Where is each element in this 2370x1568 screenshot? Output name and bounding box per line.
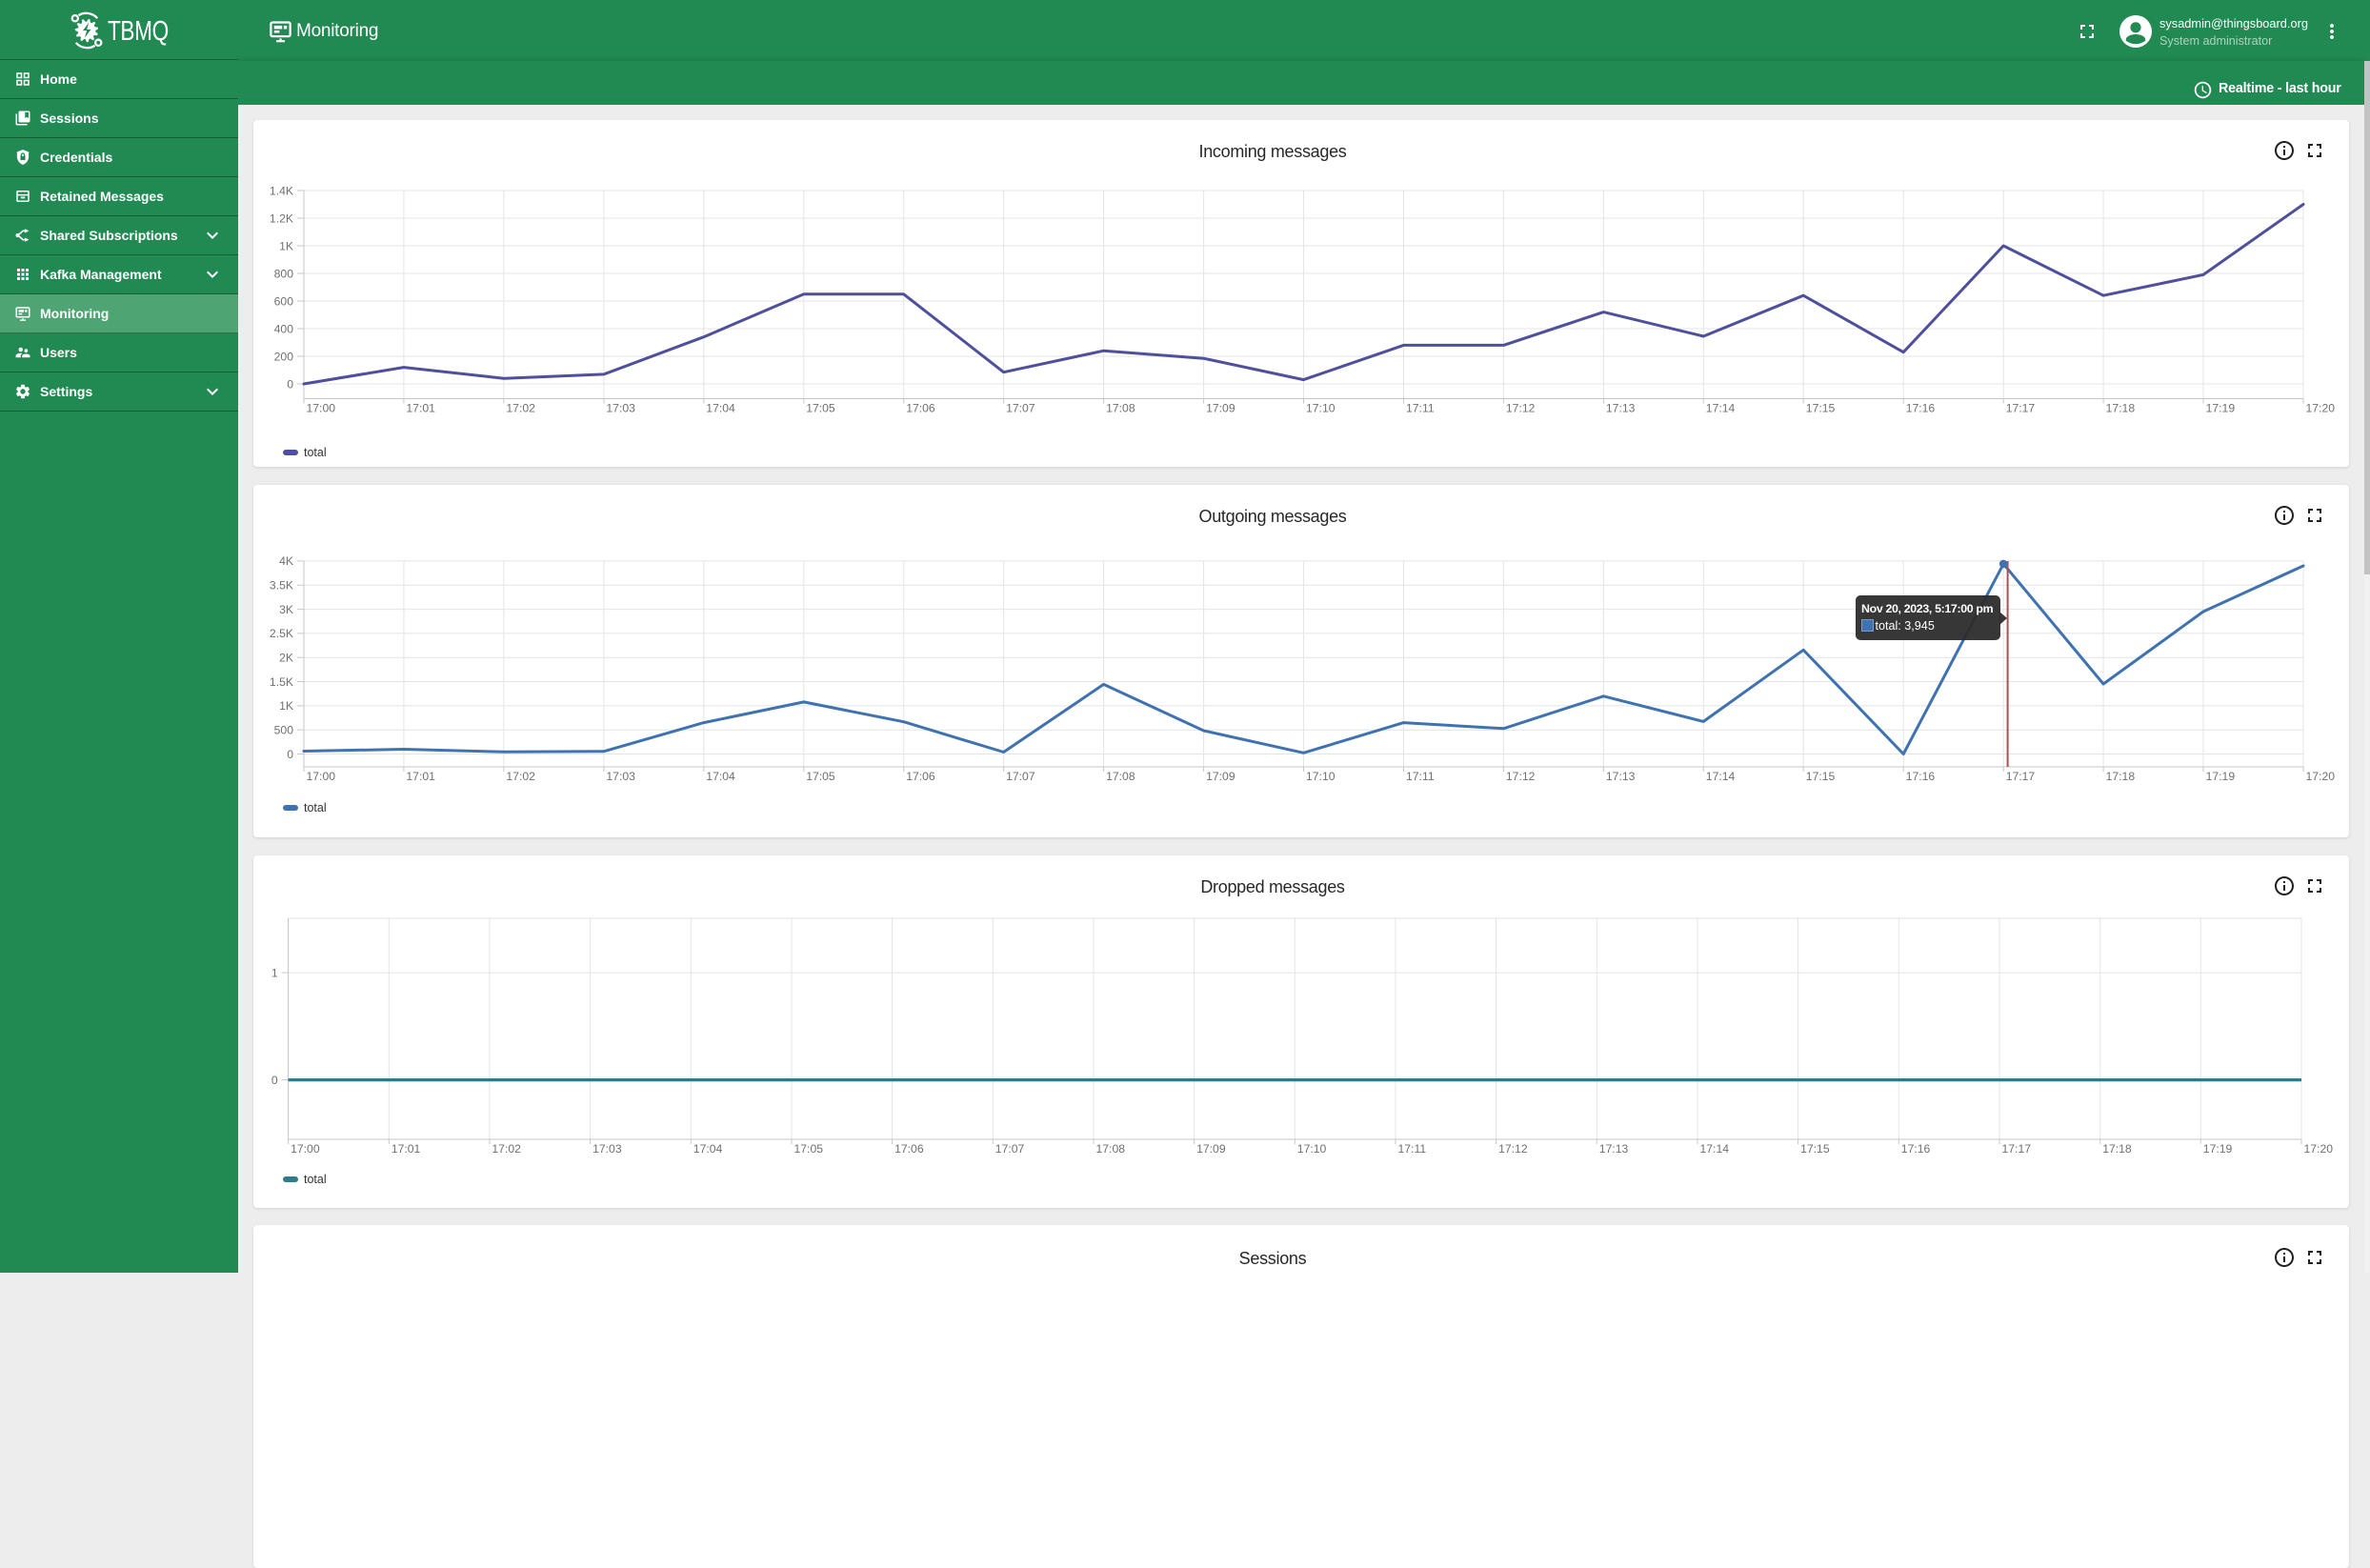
svg-text:17:13: 17:13 — [1606, 402, 1636, 415]
svg-text:17:06: 17:06 — [906, 402, 935, 415]
svg-text:17:14: 17:14 — [1700, 1142, 1730, 1156]
svg-text:17:19: 17:19 — [2206, 402, 2236, 415]
svg-text:17:11: 17:11 — [1406, 770, 1435, 783]
svg-text:400: 400 — [274, 322, 294, 335]
svg-text:17:18: 17:18 — [2106, 402, 2136, 415]
svg-text:17:01: 17:01 — [406, 402, 435, 415]
svg-text:600: 600 — [274, 294, 294, 308]
svg-text:2.5K: 2.5K — [270, 627, 293, 640]
svg-text:17:10: 17:10 — [1297, 1142, 1327, 1156]
svg-text:17:14: 17:14 — [1706, 770, 1736, 783]
svg-text:17:06: 17:06 — [906, 770, 935, 783]
svg-text:17:05: 17:05 — [806, 770, 835, 783]
svg-text:17:20: 17:20 — [2306, 770, 2336, 783]
svg-text:17:20: 17:20 — [2306, 402, 2336, 415]
svg-text:17:01: 17:01 — [392, 1142, 421, 1156]
svg-text:17:07: 17:07 — [1006, 402, 1035, 415]
svg-text:2K: 2K — [279, 652, 293, 665]
svg-text:17:09: 17:09 — [1206, 402, 1235, 415]
svg-text:17:12: 17:12 — [1498, 1142, 1528, 1156]
svg-text:17:04: 17:04 — [706, 402, 735, 415]
svg-text:17:04: 17:04 — [693, 1142, 723, 1156]
svg-text:17:16: 17:16 — [1906, 770, 1936, 783]
svg-text:17:12: 17:12 — [1506, 402, 1536, 415]
svg-text:17:13: 17:13 — [1606, 770, 1636, 783]
svg-text:17:18: 17:18 — [2106, 770, 2136, 783]
svg-text:17:17: 17:17 — [2006, 402, 2036, 415]
svg-text:17:07: 17:07 — [1006, 770, 1035, 783]
svg-text:1K: 1K — [279, 699, 293, 713]
svg-text:800: 800 — [274, 267, 294, 280]
svg-text:17:16: 17:16 — [1906, 402, 1936, 415]
svg-text:3.5K: 3.5K — [270, 579, 293, 593]
svg-text:17:09: 17:09 — [1196, 1142, 1226, 1156]
svg-text:17:02: 17:02 — [506, 770, 535, 783]
svg-text:17:14: 17:14 — [1706, 402, 1736, 415]
svg-text:1K: 1K — [279, 239, 293, 252]
svg-text:17:07: 17:07 — [995, 1142, 1025, 1156]
svg-text:17:09: 17:09 — [1206, 770, 1235, 783]
svg-text:17:11: 17:11 — [1406, 402, 1435, 415]
svg-text:0: 0 — [287, 748, 293, 761]
svg-text:17:03: 17:03 — [592, 1142, 622, 1156]
svg-text:17:20: 17:20 — [2304, 1142, 2334, 1156]
svg-text:17:19: 17:19 — [2206, 770, 2236, 783]
svg-text:17:03: 17:03 — [606, 770, 635, 783]
svg-text:500: 500 — [274, 724, 294, 737]
svg-text:17:04: 17:04 — [706, 770, 735, 783]
svg-text:17:06: 17:06 — [894, 1142, 924, 1156]
svg-text:17:00: 17:00 — [291, 1142, 320, 1156]
svg-text:17:01: 17:01 — [406, 770, 435, 783]
svg-text:17:08: 17:08 — [1106, 770, 1135, 783]
svg-text:1.2K: 1.2K — [270, 211, 293, 225]
svg-text:17:19: 17:19 — [2203, 1142, 2233, 1156]
svg-text:17:10: 17:10 — [1306, 770, 1336, 783]
svg-text:17:11: 17:11 — [1398, 1142, 1427, 1156]
svg-text:17:00: 17:00 — [307, 770, 336, 783]
svg-text:17:05: 17:05 — [806, 402, 835, 415]
svg-text:17:15: 17:15 — [1806, 402, 1836, 415]
svg-text:17:02: 17:02 — [492, 1142, 521, 1156]
svg-text:17:12: 17:12 — [1506, 770, 1536, 783]
svg-text:1.4K: 1.4K — [270, 184, 293, 197]
svg-text:17:18: 17:18 — [2102, 1142, 2132, 1156]
svg-text:200: 200 — [274, 350, 294, 363]
svg-text:17:16: 17:16 — [1901, 1142, 1931, 1156]
svg-text:17:02: 17:02 — [506, 402, 535, 415]
svg-text:1: 1 — [271, 966, 278, 979]
svg-text:17:15: 17:15 — [1800, 1142, 1830, 1156]
svg-text:17:15: 17:15 — [1806, 770, 1836, 783]
svg-text:3K: 3K — [279, 603, 293, 616]
svg-text:17:08: 17:08 — [1106, 402, 1135, 415]
svg-text:17:00: 17:00 — [307, 402, 336, 415]
svg-text:17:03: 17:03 — [606, 402, 635, 415]
svg-text:1.5K: 1.5K — [270, 675, 293, 689]
svg-text:4K: 4K — [279, 554, 293, 568]
svg-text:0: 0 — [271, 1074, 278, 1087]
svg-text:17:08: 17:08 — [1096, 1142, 1126, 1156]
svg-text:17:13: 17:13 — [1599, 1142, 1629, 1156]
svg-text:17:10: 17:10 — [1306, 402, 1336, 415]
svg-text:17:17: 17:17 — [2002, 1142, 2032, 1156]
svg-text:0: 0 — [287, 377, 293, 391]
svg-text:17:05: 17:05 — [794, 1142, 824, 1156]
svg-text:17:17: 17:17 — [2006, 770, 2036, 783]
